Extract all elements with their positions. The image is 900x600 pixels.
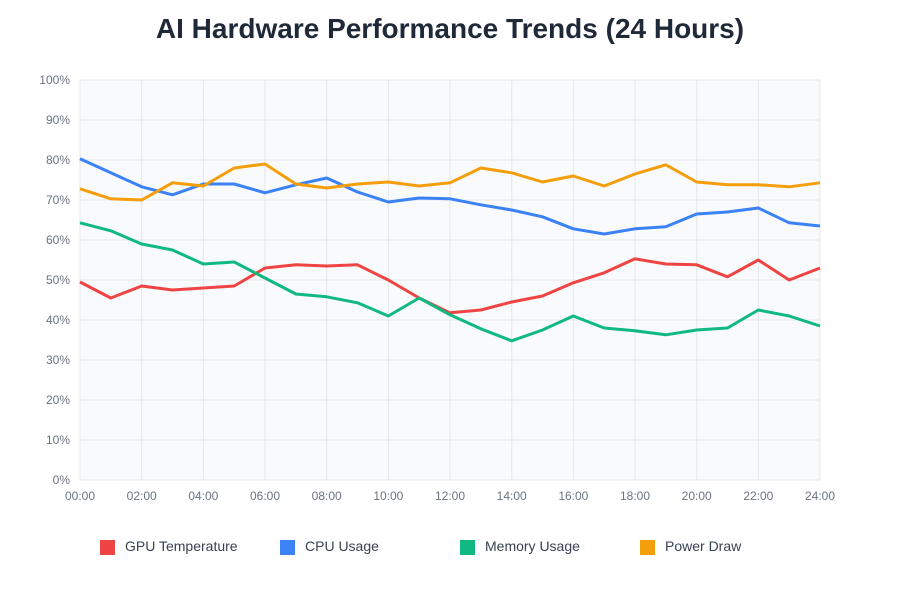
x-tick-label: 20:00 bbox=[682, 489, 712, 503]
series-line-memory-usage bbox=[79, 221, 821, 343]
x-tick-label: 22:00 bbox=[743, 489, 773, 503]
legend-label: Power Draw bbox=[665, 538, 742, 554]
legend-swatch bbox=[460, 540, 475, 555]
y-tick-label: 40% bbox=[46, 313, 70, 327]
x-tick-label: 14:00 bbox=[497, 489, 527, 503]
legend-label: GPU Temperature bbox=[125, 538, 238, 554]
legend-label: Memory Usage bbox=[485, 538, 580, 554]
x-tick-label: 06:00 bbox=[250, 489, 280, 503]
y-tick-label: 90% bbox=[46, 113, 70, 127]
y-tick-label: 0% bbox=[53, 473, 71, 487]
series-line-cpu-usage bbox=[79, 157, 821, 236]
y-tick-label: 50% bbox=[46, 273, 70, 287]
legend: GPU Temperature CPU Usage Memory Usage Powe… bbox=[0, 537, 900, 561]
legend-item-power-draw[interactable]: Power Draw bbox=[640, 537, 741, 555]
y-tick-label: 100% bbox=[39, 73, 70, 87]
x-tick-label: 12:00 bbox=[435, 489, 465, 503]
x-tick-label: 24:00 bbox=[805, 489, 835, 503]
y-tick-label: 30% bbox=[46, 353, 70, 367]
x-tick-label: 16:00 bbox=[558, 489, 588, 503]
chart-title: AI Hardware Performance Trends (24 Hours… bbox=[155, 13, 745, 44]
y-tick-label: 80% bbox=[46, 153, 70, 167]
y-tick-label: 20% bbox=[46, 393, 70, 407]
legend-item-gpu-temperature[interactable]: GPU Temperature bbox=[100, 537, 238, 555]
legend-swatch bbox=[100, 540, 115, 555]
x-tick-label: 18:00 bbox=[620, 489, 650, 503]
x-tick-label: 02:00 bbox=[127, 489, 157, 503]
legend-item-memory-usage[interactable]: Memory Usage bbox=[460, 537, 580, 555]
y-tick-label: 70% bbox=[46, 193, 70, 207]
x-tick-label: 08:00 bbox=[312, 489, 342, 503]
x-tick-label: 10:00 bbox=[373, 489, 403, 503]
series-line-gpu-temperature bbox=[79, 257, 821, 315]
series-lines bbox=[79, 157, 821, 343]
x-tick-label: 04:00 bbox=[188, 489, 218, 503]
y-tick-label: 60% bbox=[46, 233, 70, 247]
x-tick-label: 00:00 bbox=[65, 489, 95, 503]
legend-swatch bbox=[280, 540, 295, 555]
series-line-power-draw bbox=[79, 162, 821, 202]
legend-label: CPU Usage bbox=[305, 538, 379, 554]
y-axis-ticks: 0% 10% 20% 30% 40% 50% 60% 70% 80% 90% 100% bbox=[39, 73, 70, 487]
y-tick-label: 10% bbox=[46, 433, 70, 447]
legend-swatch bbox=[640, 540, 655, 555]
x-axis-ticks: 00:00 02:00 04:00 06:00 08:00 10:00 12:00 14:00… bbox=[65, 489, 835, 503]
legend-item-cpu-usage[interactable]: CPU Usage bbox=[280, 537, 379, 555]
